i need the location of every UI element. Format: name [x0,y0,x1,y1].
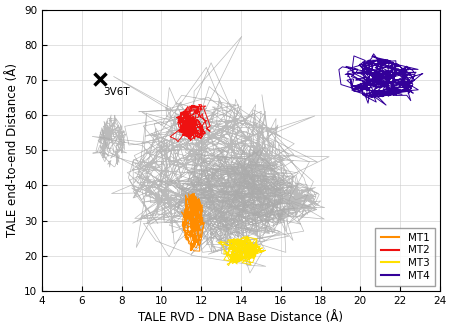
Text: 3V6T: 3V6T [102,87,129,97]
MT2 [175,140,180,144]
MT3 [239,247,244,250]
MT1 [190,195,196,199]
MT2 [191,127,197,131]
MT4 [381,92,386,96]
MT1 [190,194,195,198]
MT1 [196,215,202,219]
MT3 [230,258,235,262]
MT1 [183,209,188,213]
Line: MT2: MT2 [170,105,210,142]
MT4 [374,90,380,94]
MT3 [252,251,257,255]
MT1 [196,200,201,204]
MT2 [182,124,188,128]
MT4 [369,64,375,68]
Y-axis label: TALE end-to-end Distance (Å): TALE end-to-end Distance (Å) [5,63,18,237]
MT3 [226,264,231,268]
MT2 [198,108,203,112]
MT4 [383,73,388,77]
MT3 [243,250,249,254]
MT2 [192,109,197,113]
MT4 [361,62,366,66]
MT4 [382,103,388,107]
MT3 [255,244,260,248]
MT2 [199,135,204,139]
MT2 [182,132,188,136]
MT4 [409,68,414,72]
MT1 [191,192,196,196]
MT3 [244,234,249,238]
MT2 [190,134,196,138]
Legend: MT1, MT2, MT3, MT4: MT1, MT2, MT3, MT4 [374,228,434,286]
MT1 [189,201,195,205]
MT1 [197,249,202,253]
Line: MT3: MT3 [218,236,265,266]
MT3 [239,247,244,251]
X-axis label: TALE RVD – DNA Base Distance (Å): TALE RVD – DNA Base Distance (Å) [138,312,343,324]
MT4 [390,76,396,80]
MT3 [238,240,244,244]
MT4 [408,84,413,88]
MT2 [191,125,197,129]
Line: MT1: MT1 [181,194,203,251]
MT1 [191,192,197,196]
MT1 [189,215,195,219]
MT2 [196,103,201,107]
MT4 [370,52,376,56]
Line: MT4: MT4 [338,54,422,105]
MT3 [217,242,222,246]
